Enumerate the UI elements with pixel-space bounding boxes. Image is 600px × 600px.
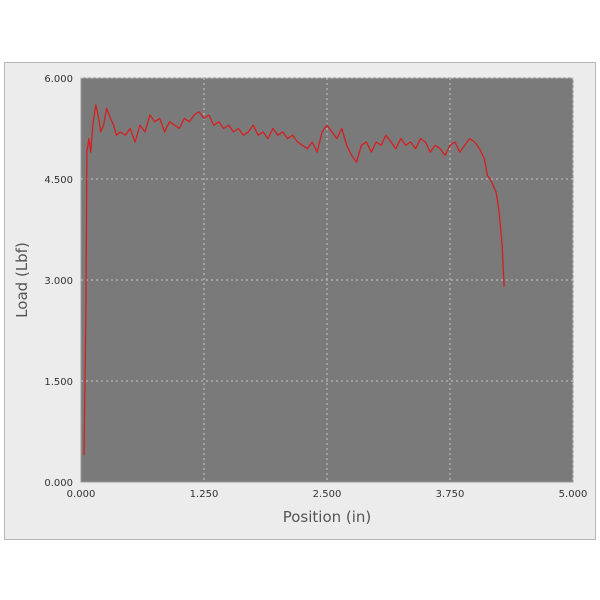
series-group [83,104,505,456]
x-tick-label: 3.750 [436,489,465,500]
x-axis-title: Position (in) [283,508,372,526]
series-line [83,104,505,456]
y-tick-label: 6.000 [44,74,73,85]
x-tick-label: 5.000 [559,489,588,500]
x-axis-ticks: 0.000 1.250 2.500 3.750 5.000 [67,489,588,500]
y-axis-title: Load (Lbf) [13,242,31,318]
x-tick-label: 2.500 [313,489,342,500]
y-axis-ticks: 0.000 1.500 3.000 4.500 6.000 [44,74,73,489]
x-tick-label: 1.250 [190,489,219,500]
y-tick-label: 3.000 [44,276,73,287]
chart-frame: 0.000 1.250 2.500 3.750 5.000 0.000 1.500 3.00… [4,62,596,540]
load-position-chart: 0.000 1.250 2.500 3.750 5.000 0.000 1.500 3.00… [13,74,588,526]
x-tick-label: 0.000 [67,489,96,500]
y-tick-label: 4.500 [44,175,73,186]
y-tick-label: 1.500 [44,377,73,388]
y-tick-label: 0.000 [44,478,73,489]
